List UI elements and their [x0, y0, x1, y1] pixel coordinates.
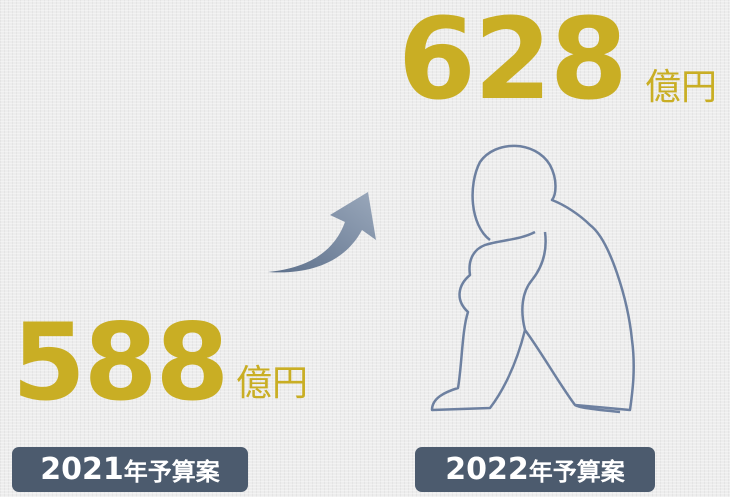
- sitting-figure: [432, 146, 634, 412]
- label-suffix: 年予算案: [124, 452, 220, 487]
- unit: 億円: [236, 366, 308, 402]
- unit: 億円: [645, 70, 717, 106]
- arrow: [268, 192, 376, 272]
- year: 2021: [40, 452, 124, 487]
- year: 2022: [445, 452, 529, 487]
- amount: 588: [12, 310, 227, 416]
- infographic: 588 億円 2021年予算案 628 億円 2022年予算案: [0, 0, 730, 497]
- amount: 628: [398, 4, 626, 116]
- label-suffix: 年予算案: [529, 452, 625, 487]
